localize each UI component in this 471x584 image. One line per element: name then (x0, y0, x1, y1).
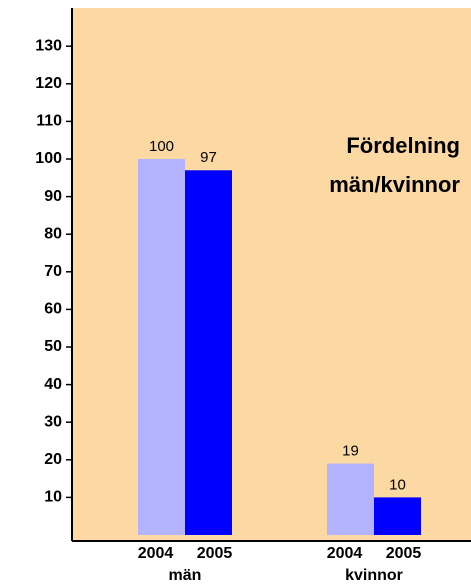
bar (374, 497, 421, 535)
y-tick-label: 110 (36, 113, 62, 130)
y-tick-label: 130 (35, 37, 62, 54)
value-label: 19 (342, 443, 359, 460)
x-tick-label: män (169, 567, 202, 584)
y-tick-label: 70 (44, 263, 62, 280)
y-tick-label: 20 (44, 451, 62, 468)
series-label: 2005 (197, 545, 233, 562)
y-tick-label: 40 (44, 376, 62, 393)
y-tick-label: 90 (44, 188, 62, 205)
y-tick-label: 10 (44, 489, 62, 506)
value-label: 10 (389, 476, 406, 493)
y-tick-label: 120 (35, 75, 62, 92)
bar (327, 463, 374, 535)
bar (185, 170, 232, 535)
series-label: 2005 (386, 545, 422, 562)
y-tick-label: 100 (35, 150, 62, 167)
x-tick-label: kvinnor (345, 567, 403, 584)
series-label: 2004 (138, 545, 174, 562)
y-tick-label: 60 (44, 301, 62, 318)
annotation: män/kvinnor (329, 172, 460, 197)
y-tick-label: 80 (44, 225, 62, 242)
value-label: 97 (200, 149, 217, 166)
y-tick-label: 30 (44, 413, 62, 430)
bar (138, 159, 185, 535)
annotation: Fördelning (346, 133, 460, 158)
plot-area (72, 8, 471, 541)
y-tick-label: 50 (44, 338, 62, 355)
value-label: 100 (149, 138, 174, 155)
series-label: 2004 (327, 545, 363, 562)
